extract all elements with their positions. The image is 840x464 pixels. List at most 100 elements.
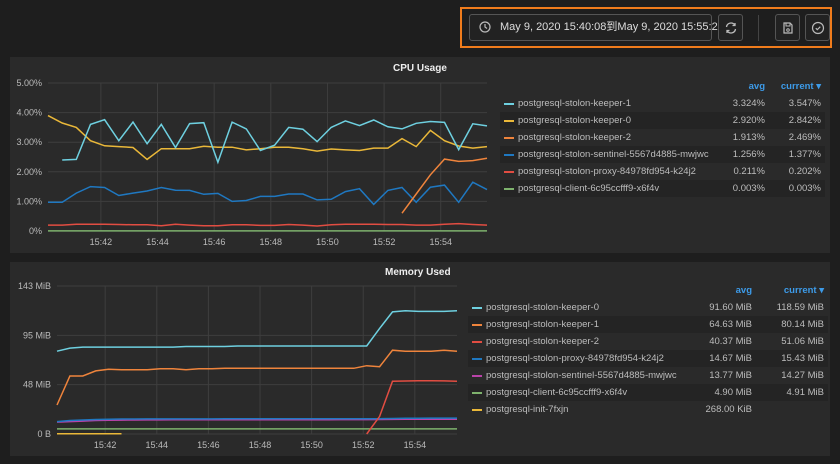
legend-item[interactable]: postgresql-stolon-proxy-84978fd954-k24j2…	[468, 350, 828, 367]
avg-column-header[interactable]: avg	[735, 285, 752, 296]
legend-header: avg current ▾	[468, 285, 828, 299]
series-line-postgresql-stolon-keeper-2	[366, 379, 458, 435]
y-tick-label: 2.00%	[16, 167, 42, 177]
save-button[interactable]	[775, 14, 800, 41]
current-column-header[interactable]: current ▾	[780, 81, 821, 92]
series-color-swatch	[504, 171, 514, 173]
series-avg: 0.211%	[733, 166, 765, 177]
series-current: 4.91 MiB	[786, 387, 825, 398]
x-tick-label: 15:52	[373, 237, 396, 247]
y-tick-label: 3.00%	[16, 137, 42, 147]
x-tick-label: 15:54	[429, 237, 452, 247]
series-avg: 268.00 KiB	[705, 404, 752, 415]
check-circle-icon	[811, 21, 825, 35]
time-toolbar: May 9, 2020 15:40:08到May 9, 2020 15:55:2…	[460, 7, 832, 48]
legend-item[interactable]: postgresql-stolon-keeper-2 1.913% 2.469%	[500, 129, 825, 146]
current-column-header[interactable]: current ▾	[783, 285, 824, 296]
refresh-button[interactable]	[718, 14, 743, 41]
series-line-postgresql-stolon-keeper-2	[401, 157, 488, 214]
series-avg: 1.256%	[732, 149, 765, 160]
legend-item[interactable]: postgresql-stolon-sentinel-5567d4885-mwj…	[468, 367, 828, 384]
legend-item[interactable]: postgresql-stolon-keeper-1 3.324% 3.547%	[500, 95, 825, 112]
y-tick-label: 143 MiB	[18, 281, 51, 291]
series-line-postgresql-stolon-proxy-84978fd954-k24j2	[56, 417, 457, 423]
series-avg: 91.60 MiB	[709, 302, 752, 313]
memory-legend: avg current ▾ postgresql-stolon-keeper-0 91…	[468, 285, 828, 418]
series-line-postgresql-stolon-keeper-1	[56, 349, 458, 406]
x-tick-label: 15:42	[94, 440, 117, 450]
memory-used-panel: Memory Used 0 B 48 MiB 95 MiB 143 MiB 15:42 1…	[10, 262, 830, 456]
series-avg: 13.77 MiB	[709, 370, 752, 381]
series-color-swatch	[472, 392, 482, 394]
series-name: postgresql-stolon-proxy-84978fd954-k24j2	[486, 353, 664, 364]
x-tick-label: 15:48	[260, 237, 283, 247]
series-color-swatch	[504, 120, 514, 122]
series-current: 0.003%	[788, 183, 821, 194]
time-range-text: May 9, 2020 15:40:08到May 9, 2020 15:55:2…	[500, 21, 724, 33]
series-color-swatch	[472, 409, 482, 411]
series-line-postgresql-stolon-keeper-1	[62, 118, 488, 165]
legend-item[interactable]: postgresql-stolon-keeper-0 2.920% 2.842%	[500, 112, 825, 129]
memory-used-chart: 0 B 48 MiB 95 MiB 143 MiB 15:42 15:44 15:46 15:…	[18, 281, 458, 450]
series-name: postgresql-client-6c95ccfff9-x6f4v	[518, 183, 660, 194]
series-color-swatch	[504, 103, 514, 105]
save-icon	[783, 22, 793, 34]
y-tick-label: 95 MiB	[23, 330, 51, 340]
series-current: 0.202%	[788, 166, 821, 177]
series-name: postgresql-stolon-keeper-1	[486, 319, 600, 330]
x-tick-label: 15:44	[146, 237, 169, 247]
y-tick-label: 1.00%	[16, 196, 42, 206]
series-name: postgresql-stolon-keeper-2	[518, 132, 632, 143]
cpu-usage-chart: 0% 1.00% 2.00% 3.00% 4.00% 5.00% 15:42 15:44 15:…	[16, 78, 488, 247]
legend-item[interactable]: postgresql-stolon-keeper-0 91.60 MiB 118.5…	[468, 299, 828, 316]
series-color-swatch	[472, 341, 482, 343]
legend-item[interactable]: postgresql-stolon-keeper-1 64.63 MiB 80.14…	[468, 316, 828, 333]
series-avg: 64.63 MiB	[709, 319, 752, 330]
series-current: 118.59 MiB	[776, 302, 824, 313]
y-tick-label: 4.00%	[16, 108, 42, 118]
series-current: 2.469%	[788, 132, 821, 143]
legend-item[interactable]: postgresql-stolon-sentinel-5567d4885-mwj…	[500, 146, 825, 163]
avg-column-header[interactable]: avg	[748, 81, 765, 92]
y-tick-label: 48 MiB	[23, 380, 51, 390]
series-color-swatch	[504, 154, 514, 156]
series-current: 15.43 MiB	[781, 353, 824, 364]
x-tick-label: 15:42	[90, 237, 113, 247]
y-tick-label: 0 B	[37, 429, 51, 439]
series-avg: 2.920%	[732, 115, 765, 126]
series-avg: 1.913%	[732, 132, 765, 143]
legend-item[interactable]: postgresql-stolon-proxy-84978fd954-k24j2…	[500, 163, 825, 180]
series-name: postgresql-stolon-sentinel-5567d4885-mwj…	[486, 370, 677, 381]
series-line-postgresql-stolon-sentinel-5567d4885-mwjwc	[56, 418, 457, 423]
panel-title: CPU Usage	[393, 63, 447, 74]
legend-item[interactable]: postgresql-client-6c95ccfff9-x6f4v 0.003%…	[500, 180, 825, 197]
x-tick-label: 15:44	[146, 440, 169, 450]
series-line-postgresql-stolon-proxy-84978fd954-k24j2	[48, 222, 488, 227]
series-current: 14.27 MiB	[781, 370, 824, 381]
series-color-swatch	[472, 375, 482, 377]
series-name: postgresql-stolon-keeper-2	[486, 336, 600, 347]
series-avg: 3.324%	[732, 98, 765, 109]
series-color-swatch	[472, 324, 482, 326]
series-name: postgresql-stolon-keeper-1	[518, 98, 632, 109]
legend-header: avg current ▾	[500, 81, 825, 95]
series-line-postgresql-stolon-keeper-0	[56, 310, 458, 352]
x-tick-label: 15:46	[203, 237, 226, 247]
x-tick-label: 15:54	[404, 440, 427, 450]
legend-item[interactable]: postgresql-stolon-keeper-2 40.37 MiB 51.06…	[468, 333, 828, 350]
series-name: postgresql-init-7fxjn	[486, 404, 569, 415]
x-tick-label: 15:46	[197, 440, 220, 450]
refresh-icon	[725, 22, 737, 34]
x-tick-label: 15:50	[316, 237, 339, 247]
legend-item[interactable]: postgresql-client-6c95ccfff9-x6f4v 4.90 M…	[468, 384, 828, 401]
series-avg: 14.67 MiB	[709, 353, 752, 364]
time-range-picker[interactable]: May 9, 2020 15:40:08到May 9, 2020 15:55:2…	[469, 14, 724, 41]
series-name: postgresql-stolon-keeper-0	[518, 115, 632, 126]
series-color-swatch	[504, 188, 514, 190]
series-name: postgresql-stolon-keeper-0	[486, 302, 600, 313]
series-avg: 4.90 MiB	[714, 387, 753, 398]
series-color-swatch	[504, 137, 514, 139]
panel-title: Memory Used	[385, 267, 451, 278]
legend-item[interactable]: postgresql-init-7fxjn 268.00 KiB	[468, 401, 828, 418]
apply-button[interactable]	[805, 14, 830, 41]
